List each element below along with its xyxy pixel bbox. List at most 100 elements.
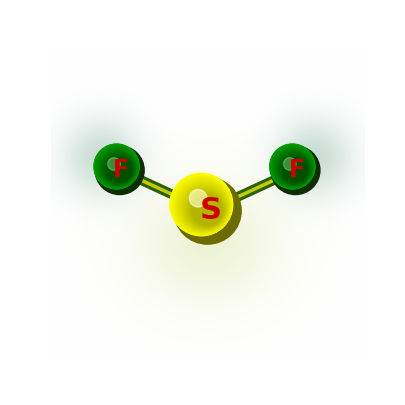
Circle shape xyxy=(281,156,308,183)
Circle shape xyxy=(181,184,228,230)
Circle shape xyxy=(191,194,223,226)
Circle shape xyxy=(185,189,226,228)
Text: S: S xyxy=(200,196,222,225)
Circle shape xyxy=(100,151,136,185)
Circle shape xyxy=(189,192,224,227)
Circle shape xyxy=(98,148,137,187)
Circle shape xyxy=(281,156,309,183)
Circle shape xyxy=(276,151,311,185)
Circle shape xyxy=(100,150,136,186)
Circle shape xyxy=(109,159,131,181)
Circle shape xyxy=(270,145,315,189)
Circle shape xyxy=(273,147,313,187)
Circle shape xyxy=(186,190,225,228)
Circle shape xyxy=(101,151,135,185)
Circle shape xyxy=(272,147,313,188)
Circle shape xyxy=(271,146,320,194)
Circle shape xyxy=(179,183,228,231)
Circle shape xyxy=(176,179,230,233)
Circle shape xyxy=(181,184,228,231)
Circle shape xyxy=(179,182,228,232)
Circle shape xyxy=(102,152,134,185)
Circle shape xyxy=(280,155,309,183)
Circle shape xyxy=(103,153,134,184)
Circle shape xyxy=(185,188,226,229)
Circle shape xyxy=(171,174,232,235)
Circle shape xyxy=(192,195,223,226)
Circle shape xyxy=(190,194,223,226)
Circle shape xyxy=(94,144,139,189)
Circle shape xyxy=(271,145,315,189)
Circle shape xyxy=(98,149,136,187)
Circle shape xyxy=(274,148,313,187)
Circle shape xyxy=(272,146,313,188)
Circle shape xyxy=(104,154,134,184)
Circle shape xyxy=(174,177,241,244)
Circle shape xyxy=(107,158,132,182)
Circle shape xyxy=(105,156,133,183)
Circle shape xyxy=(104,155,133,183)
Circle shape xyxy=(175,179,230,233)
Circle shape xyxy=(278,152,310,185)
Circle shape xyxy=(275,149,312,186)
Circle shape xyxy=(102,152,135,185)
Circle shape xyxy=(270,144,315,189)
Circle shape xyxy=(284,158,296,170)
Circle shape xyxy=(95,145,139,188)
Circle shape xyxy=(280,154,309,184)
Circle shape xyxy=(174,177,231,234)
Circle shape xyxy=(103,153,134,184)
Circle shape xyxy=(179,182,229,232)
Circle shape xyxy=(105,156,133,183)
Circle shape xyxy=(276,150,311,186)
Circle shape xyxy=(100,150,136,186)
Circle shape xyxy=(106,157,132,183)
Circle shape xyxy=(173,177,231,234)
Text: SF₂ polar or nonpolar- Polarity of SF₂: SF₂ polar or nonpolar- Polarity of SF₂ xyxy=(50,11,355,26)
Circle shape xyxy=(192,195,222,226)
Circle shape xyxy=(277,151,311,185)
Circle shape xyxy=(187,190,225,228)
Circle shape xyxy=(283,158,307,182)
Circle shape xyxy=(108,159,131,181)
Circle shape xyxy=(279,153,310,184)
Circle shape xyxy=(104,154,134,184)
Circle shape xyxy=(173,176,231,234)
Circle shape xyxy=(175,178,230,233)
Circle shape xyxy=(284,158,307,182)
Circle shape xyxy=(178,181,229,232)
Circle shape xyxy=(108,158,131,182)
Circle shape xyxy=(272,146,314,188)
Text: F: F xyxy=(289,158,305,182)
Circle shape xyxy=(193,196,222,225)
Circle shape xyxy=(284,159,307,181)
Circle shape xyxy=(187,190,225,228)
Circle shape xyxy=(273,147,313,188)
Circle shape xyxy=(181,185,227,230)
Circle shape xyxy=(180,183,228,231)
Circle shape xyxy=(96,146,138,188)
Circle shape xyxy=(171,174,232,235)
Circle shape xyxy=(273,148,313,187)
Circle shape xyxy=(271,145,314,188)
Circle shape xyxy=(174,178,231,234)
Circle shape xyxy=(275,150,312,186)
Circle shape xyxy=(276,151,311,185)
Circle shape xyxy=(189,192,224,227)
Circle shape xyxy=(182,186,227,230)
Circle shape xyxy=(192,196,222,225)
Circle shape xyxy=(184,187,226,229)
Circle shape xyxy=(182,185,227,230)
Circle shape xyxy=(283,158,307,182)
Circle shape xyxy=(183,187,226,230)
Text: F: F xyxy=(113,158,129,182)
Circle shape xyxy=(188,191,224,228)
Circle shape xyxy=(275,149,312,186)
Circle shape xyxy=(279,153,310,184)
Circle shape xyxy=(279,154,309,184)
Circle shape xyxy=(95,146,144,194)
Circle shape xyxy=(190,190,207,207)
Circle shape xyxy=(172,176,232,234)
Circle shape xyxy=(186,189,225,228)
Circle shape xyxy=(177,181,229,232)
